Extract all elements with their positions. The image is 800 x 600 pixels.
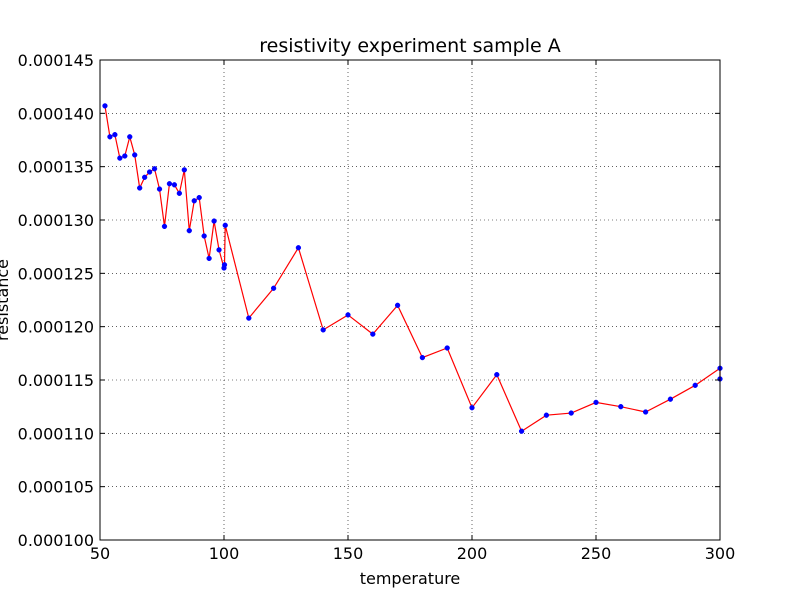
data-point bbox=[176, 190, 183, 196]
chart-title: resistivity experiment sample A bbox=[259, 35, 560, 57]
data-point bbox=[295, 245, 302, 251]
data-point bbox=[394, 302, 401, 308]
x-axis-title: temperature bbox=[360, 569, 461, 588]
data-point bbox=[568, 410, 574, 416]
data-point bbox=[246, 315, 252, 321]
y-tick-label: 0.000140 bbox=[18, 104, 94, 123]
data-point bbox=[222, 222, 228, 228]
data-point bbox=[469, 405, 475, 411]
data-point bbox=[146, 169, 153, 175]
data-point bbox=[320, 327, 326, 333]
x-tick-label: 300 bbox=[705, 544, 736, 563]
data-point bbox=[102, 103, 108, 109]
data-point bbox=[132, 152, 138, 158]
x-tick-label: 250 bbox=[581, 544, 612, 563]
y-tick-label: 0.000145 bbox=[18, 51, 94, 70]
y-tick-label: 0.000125 bbox=[18, 264, 94, 283]
data-point bbox=[196, 194, 202, 201]
x-tick-label: 150 bbox=[333, 544, 364, 563]
y-tick-label: 0.000130 bbox=[18, 211, 94, 230]
data-point bbox=[370, 331, 376, 337]
data-point bbox=[156, 186, 163, 192]
data-point bbox=[107, 134, 113, 140]
x-tick-label: 50 bbox=[90, 544, 110, 563]
data-point bbox=[642, 409, 649, 415]
y-tick-label: 0.000115 bbox=[18, 371, 94, 390]
data-point bbox=[518, 428, 525, 434]
data-point bbox=[191, 198, 197, 204]
data-point bbox=[181, 167, 187, 173]
data-point bbox=[161, 223, 168, 230]
x-tick-label: 100 bbox=[209, 544, 240, 563]
data-point bbox=[206, 255, 212, 262]
data-point bbox=[122, 153, 128, 159]
grid bbox=[100, 60, 720, 540]
plot-frame bbox=[99, 59, 721, 541]
tick-labels: 50 100 150 200 250 300 0.000100 0.000105 0.00011… bbox=[18, 51, 736, 563]
data-point bbox=[667, 396, 674, 402]
data-point bbox=[345, 312, 351, 318]
data-point bbox=[112, 132, 118, 138]
data-point bbox=[201, 233, 207, 239]
data-point bbox=[171, 182, 178, 188]
data-point bbox=[216, 247, 222, 253]
data-point bbox=[151, 166, 158, 172]
data-point bbox=[211, 218, 217, 224]
y-tick-label: 0.000105 bbox=[18, 478, 94, 497]
data-point bbox=[543, 412, 550, 418]
y-tick-label: 0.000110 bbox=[18, 424, 94, 443]
data-point bbox=[186, 228, 192, 234]
data-point bbox=[127, 134, 133, 140]
y-tick-label: 0.000120 bbox=[18, 318, 94, 337]
data-point bbox=[221, 262, 228, 268]
ticks bbox=[99, 59, 721, 541]
data-point bbox=[270, 285, 277, 291]
data-point bbox=[444, 345, 450, 351]
data-point bbox=[141, 174, 148, 180]
y-tick-label: 0.000100 bbox=[18, 531, 94, 550]
data-point bbox=[166, 181, 173, 187]
y-axis-title: resistance bbox=[0, 259, 12, 341]
data-point bbox=[618, 404, 624, 410]
data-point bbox=[593, 399, 599, 406]
x-tick-label: 200 bbox=[457, 544, 488, 563]
data-point bbox=[692, 382, 698, 388]
data-point bbox=[419, 354, 426, 361]
data-point bbox=[494, 372, 500, 378]
data-point bbox=[137, 185, 143, 191]
data-point bbox=[117, 155, 123, 161]
y-tick-label: 0.000135 bbox=[18, 158, 94, 177]
